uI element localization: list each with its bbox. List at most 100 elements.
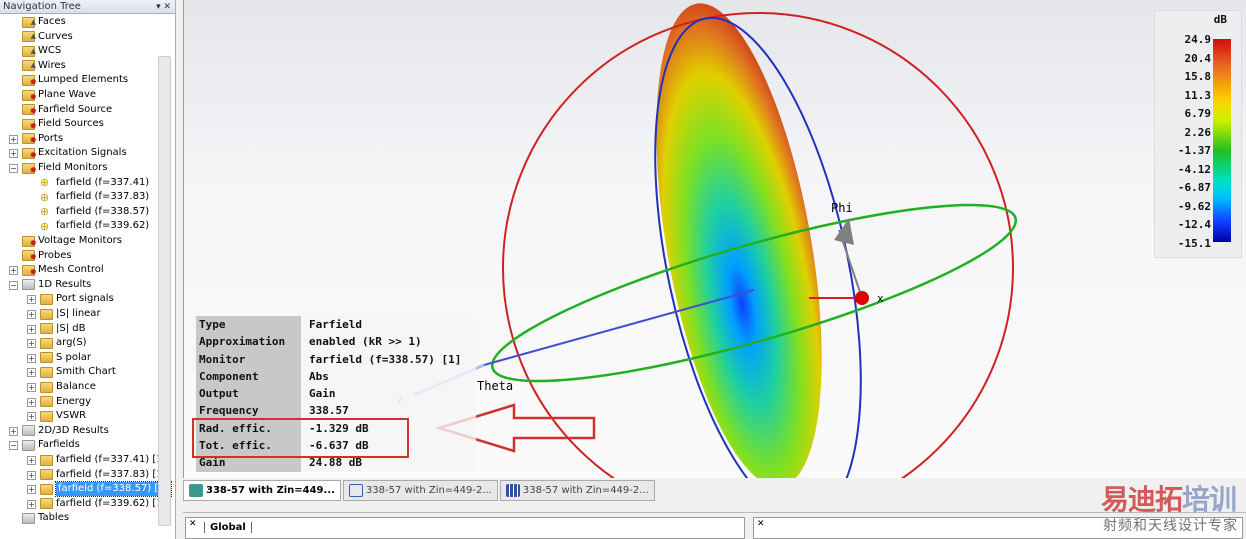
info-value: Abs	[301, 367, 476, 386]
expand-toggle[interactable]: +	[9, 134, 18, 144]
tree-item[interactable]: |S| dB	[40, 322, 85, 336]
expand-toggle[interactable]: +	[27, 339, 36, 349]
results-icon	[22, 279, 35, 291]
equator-circle	[490, 203, 1018, 383]
info-row: Monitor farfield (f=338.57) [1]	[196, 350, 476, 368]
tree-item-label: Voltage Monitors	[38, 235, 122, 246]
gear-folder-icon	[22, 74, 37, 88]
tree-item[interactable]: Voltage Monitors	[22, 234, 122, 249]
expand-toggle[interactable]: +	[9, 426, 18, 436]
expand-toggle[interactable]: +	[27, 383, 36, 392]
tree-item[interactable]: WCS	[22, 44, 61, 58]
info-key: Tot. effic.	[196, 437, 301, 455]
tree-item[interactable]: farfield (f=337.41) [1]	[40, 453, 167, 467]
scrollbar[interactable]	[158, 56, 171, 526]
phi-label: Phi	[831, 201, 853, 215]
tree-item[interactable]: Field Sources	[22, 117, 104, 132]
tree-item[interactable]: Plane Wave	[22, 88, 96, 103]
expand-toggle[interactable]: +	[27, 412, 36, 422]
tree-item-label: farfield (f=337.41)	[56, 176, 150, 188]
tree-item[interactable]: arg(S)	[40, 336, 87, 350]
tree-item[interactable]: Curves	[22, 29, 73, 44]
monitor-icon: ⊕	[40, 219, 50, 233]
tree-item[interactable]: ⊕ farfield (f=337.41)	[40, 176, 149, 190]
x-axis-label: x	[877, 292, 884, 305]
tree-item[interactable]: 1D Results	[22, 278, 91, 292]
info-value: Farfield	[301, 316, 476, 334]
expand-toggle[interactable]: +	[9, 149, 18, 159]
tree-item[interactable]: farfield (f=337.83) [1]	[40, 468, 167, 482]
tree-item[interactable]: Excitation Signals	[22, 146, 127, 161]
tab-global[interactable]: Global	[204, 522, 252, 533]
tree-item[interactable]: Ports	[22, 132, 63, 146]
info-value: 338.57	[301, 402, 476, 420]
gear-folder-icon	[22, 89, 37, 103]
tab-3d-farfield[interactable]: 338-57 with Zin=449...	[183, 480, 341, 501]
tree-item[interactable]: Probes	[22, 249, 72, 263]
tree-item[interactable]: ⊕ farfield (f=339.62)	[40, 219, 149, 233]
tree-item[interactable]: farfield (f=338.57) [1]	[40, 481, 172, 498]
tree-item[interactable]: Faces	[22, 15, 66, 29]
expand-toggle[interactable]: −	[9, 280, 18, 290]
tree-item[interactable]: Balance	[40, 380, 96, 394]
tree-item[interactable]: Farfield Source	[22, 103, 112, 117]
tree-item[interactable]: |S| linear	[40, 307, 101, 321]
tree-item[interactable]: farfield (f=339.62) [1]	[40, 497, 167, 511]
expand-toggle[interactable]: +	[27, 485, 36, 495]
tree-item[interactable]: Mesh Control	[22, 263, 104, 278]
annotation-arrow	[434, 403, 596, 453]
expand-toggle[interactable]: +	[27, 397, 36, 407]
tree-item[interactable]: Farfields	[22, 438, 80, 452]
tree-item[interactable]: Smith Chart	[40, 365, 116, 379]
panel-controls[interactable]: ▾ ✕	[156, 2, 171, 12]
folder-icon	[40, 352, 53, 364]
tab-table[interactable]: 338-57 with Zin=449-2...	[499, 480, 655, 501]
legend-unit: dB	[1213, 13, 1227, 26]
expand-toggle[interactable]: +	[27, 470, 36, 480]
tree-item[interactable]: Tables	[22, 511, 69, 525]
folder-icon	[40, 308, 53, 320]
tree-item-label: Energy	[56, 395, 92, 407]
bottom-panels: ✕ Global ✕	[183, 512, 1246, 539]
expand-toggle[interactable]: −	[9, 441, 18, 451]
expand-toggle[interactable]: +	[9, 266, 18, 276]
tree-item[interactable]: Port signals	[40, 292, 114, 306]
tree-item[interactable]: ⊕ farfield (f=337.83)	[40, 190, 149, 204]
tree-item[interactable]: Lumped Elements	[22, 73, 128, 88]
document-tabs: 338-57 with Zin=449... 338-57 with Zin=4…	[183, 480, 657, 502]
parameter-list-panel[interactable]: ✕ Global	[185, 517, 745, 539]
expand-toggle[interactable]: +	[27, 324, 36, 334]
close-icon[interactable]: ✕	[757, 519, 765, 529]
tab-schematic[interactable]: 338-57 with Zin=449-2...	[342, 480, 498, 501]
3d-farfield-view[interactable]: Phi Theta x z dB 24.9 20.4 15.8 11.3 6.79 2.2…	[183, 0, 1246, 478]
expand-toggle[interactable]: −	[9, 164, 18, 173]
panel-title-text: Navigation Tree	[3, 1, 81, 12]
close-icon[interactable]: ✕	[189, 519, 197, 529]
expand-toggle[interactable]: +	[27, 353, 36, 363]
tree-item[interactable]: Wires	[22, 58, 66, 73]
tree-item-label: 2D/3D Results	[38, 424, 109, 436]
tree-item[interactable]: 2D/3D Results	[22, 424, 109, 438]
tree-item[interactable]: Energy	[40, 395, 91, 409]
gear-folder-icon	[22, 133, 37, 146]
info-value: Gain	[301, 385, 476, 403]
tree-item[interactable]: ⊕ farfield (f=338.57)	[40, 205, 149, 219]
tree-item[interactable]: Field Monitors	[22, 161, 107, 176]
legend-tick-label: -15.1	[1177, 236, 1211, 250]
expand-toggle[interactable]: +	[27, 456, 36, 465]
expand-toggle[interactable]: +	[27, 499, 36, 509]
navigation-tree-panel: Navigation Tree ▾ ✕ Faces Curves WCS Wires Lu…	[0, 0, 176, 539]
expand-toggle[interactable]: +	[27, 368, 36, 378]
tree-item[interactable]: S polar	[40, 351, 91, 365]
expand-toggle[interactable]: +	[27, 310, 36, 319]
gear-folder-icon	[22, 250, 37, 263]
legend-tick-label: -12.4	[1177, 218, 1211, 231]
tree-item-label: Curves	[38, 30, 73, 42]
info-key: Rad. effic.	[196, 419, 301, 438]
tree-item-label: Field Sources	[38, 118, 104, 130]
tree-item[interactable]: VSWR	[40, 409, 86, 423]
info-value: -6.637 dB	[301, 437, 476, 455]
legend-tick-label: 2.26	[1184, 125, 1212, 139]
folder-icon	[40, 454, 53, 466]
expand-toggle[interactable]: +	[27, 295, 36, 305]
